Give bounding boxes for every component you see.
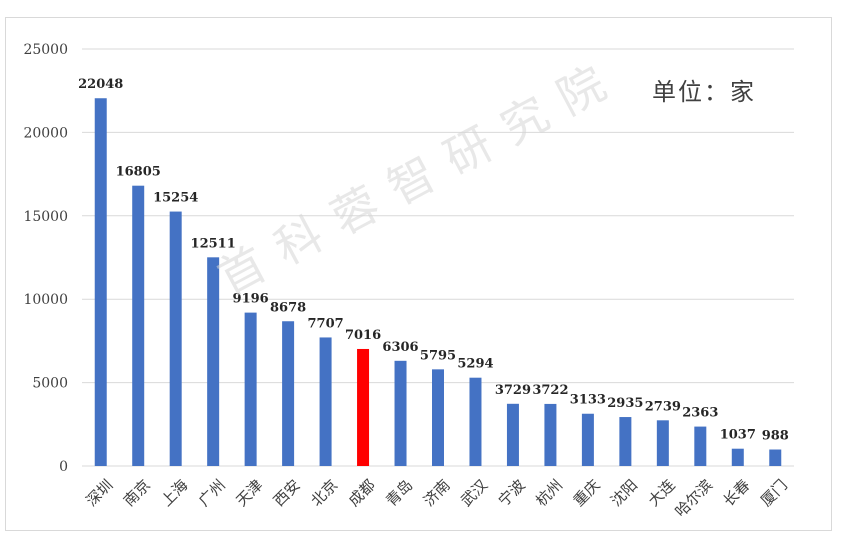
data-label: 12511 <box>191 236 236 251</box>
data-label: 2363 <box>682 406 718 421</box>
data-label: 15254 <box>153 191 198 206</box>
x-tick-label: 南京 <box>120 476 154 510</box>
y-tick-label: 25000 <box>23 42 68 58</box>
x-tick-label: 杭州 <box>532 476 566 510</box>
bar-天津 <box>244 312 257 466</box>
data-label: 22048 <box>78 77 123 92</box>
x-tick-label: 哈尔滨 <box>672 476 717 521</box>
unit-label: 单位：家 <box>652 78 756 106</box>
x-tick-label: 上海 <box>157 476 191 510</box>
y-tick-label: 0 <box>59 459 68 475</box>
bar-北京 <box>319 337 332 466</box>
bar-广州 <box>207 257 220 466</box>
x-tick-label: 广州 <box>195 476 229 510</box>
bar-杭州 <box>544 403 557 466</box>
y-tick-label: 10000 <box>23 292 68 308</box>
data-label: 3722 <box>532 383 568 398</box>
bar-上海 <box>169 211 182 466</box>
x-tick-label: 厦门 <box>757 476 791 510</box>
bar-重庆 <box>581 413 594 466</box>
x-tick-label: 深圳 <box>83 476 117 510</box>
x-tick-label: 武汉 <box>457 476 491 510</box>
data-label: 2739 <box>645 399 681 414</box>
data-label: 2935 <box>607 396 643 411</box>
bar-哈尔滨 <box>694 426 707 466</box>
data-label: 16805 <box>116 165 161 180</box>
data-label: 5294 <box>457 357 493 372</box>
x-tick-label: 青岛 <box>382 476 416 510</box>
bar-大连 <box>656 420 669 466</box>
bar-宁波 <box>506 403 519 466</box>
y-tick-label: 5000 <box>32 376 68 392</box>
data-label: 3133 <box>570 393 606 408</box>
x-tick-label: 长春 <box>720 476 754 510</box>
x-tick-label: 成都 <box>345 476 379 510</box>
x-tick-label: 济南 <box>420 476 454 510</box>
data-label: 7016 <box>345 328 381 343</box>
bar-青岛 <box>394 360 407 466</box>
data-label: 3729 <box>495 383 531 398</box>
bar-沈阳 <box>619 417 632 466</box>
bar-厦门 <box>769 449 782 466</box>
x-tick-label: 宁波 <box>495 476 529 510</box>
x-tick-label: 西安 <box>270 476 304 510</box>
bar-成都 <box>357 348 370 466</box>
data-label: 6306 <box>382 340 418 355</box>
bar-济南 <box>432 369 444 466</box>
y-tick-label: 15000 <box>23 209 68 225</box>
x-tick-label: 重庆 <box>570 476 604 510</box>
x-tick-label: 天津 <box>232 476 266 510</box>
data-label: 8678 <box>270 300 306 315</box>
x-tick-label: 北京 <box>307 476 341 510</box>
bar-长春 <box>731 448 744 466</box>
data-label: 9196 <box>233 292 269 307</box>
bar-武汉 <box>469 377 482 466</box>
data-label: 7707 <box>307 316 343 331</box>
data-label: 5795 <box>420 348 456 363</box>
data-label: 988 <box>762 429 789 444</box>
bar-深圳 <box>94 98 107 467</box>
y-tick-label: 20000 <box>23 125 68 141</box>
bar-西安 <box>282 321 295 466</box>
data-label: 1037 <box>720 428 756 443</box>
x-tick-label: 沈阳 <box>607 476 641 510</box>
bar-南京 <box>132 185 145 466</box>
